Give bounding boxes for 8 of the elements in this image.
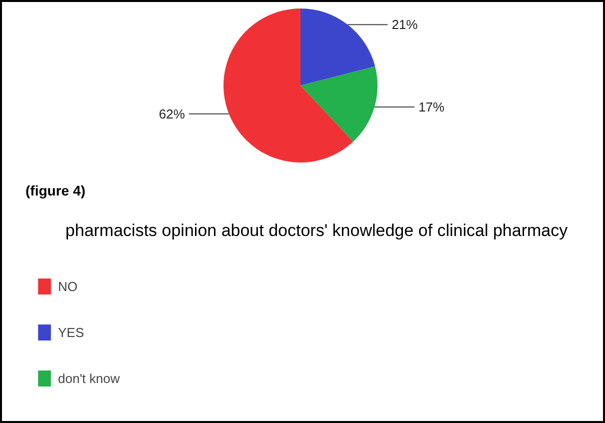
legend-label: YES <box>58 324 84 340</box>
text: (figure 4) <box>26 182 86 198</box>
legend-label: don't know <box>58 370 120 386</box>
legend-label: NO <box>58 278 78 294</box>
data-label: 17% <box>418 99 445 114</box>
data-label: 62% <box>158 106 186 122</box>
text: pharmacists opinion about doctors' knowledge of clinical pharmacy <box>65 221 568 240</box>
data-label: 21% <box>392 17 418 32</box>
